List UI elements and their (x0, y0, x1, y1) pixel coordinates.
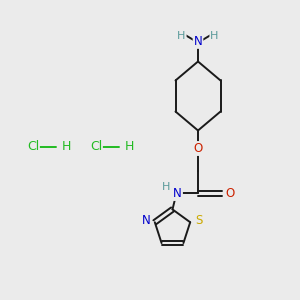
Text: H: H (162, 182, 171, 193)
Text: H: H (124, 140, 134, 154)
Text: S: S (195, 214, 202, 227)
Text: H: H (210, 31, 219, 41)
Text: N: N (173, 187, 182, 200)
Text: H: H (177, 31, 186, 41)
Text: O: O (225, 187, 234, 200)
Text: H: H (61, 140, 71, 154)
Text: Cl: Cl (27, 140, 39, 154)
Text: Cl: Cl (90, 140, 102, 154)
Text: O: O (194, 142, 202, 155)
Text: N: N (194, 35, 202, 48)
Text: N: N (142, 214, 151, 227)
